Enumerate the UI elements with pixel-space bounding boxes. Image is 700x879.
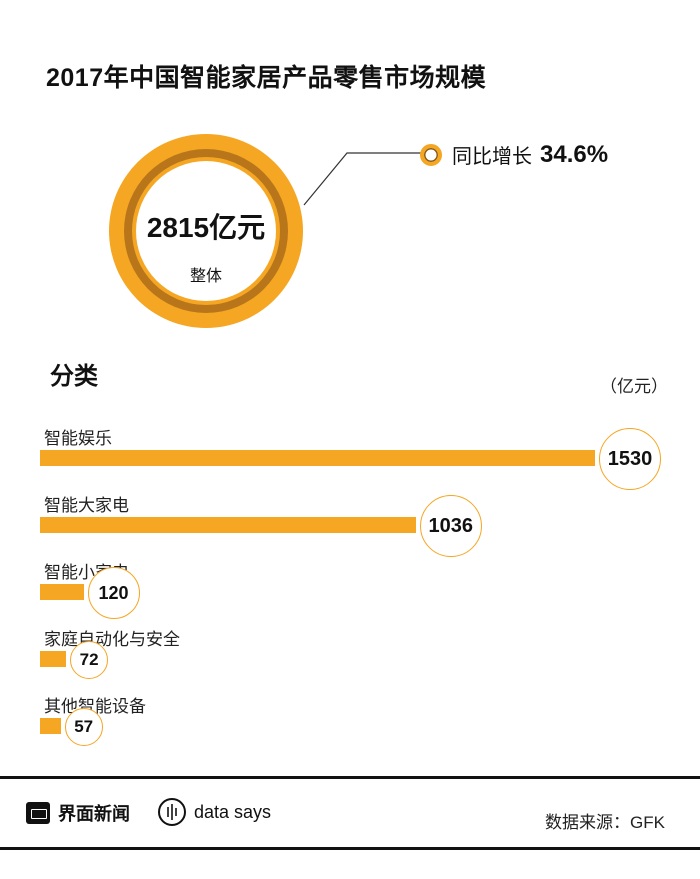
bar-category-label: 智能大家电	[44, 496, 129, 515]
bar-value-label: 1036	[419, 495, 482, 557]
data-says-logo: data says	[158, 798, 271, 826]
bar-value-label: 120	[87, 567, 140, 619]
bar	[40, 517, 416, 533]
callout-connector	[303, 152, 426, 206]
data-says-icon	[158, 798, 186, 826]
yoy-dot-icon	[420, 143, 442, 166]
bar-category-label: 家庭自动化与安全	[44, 630, 180, 649]
footer-divider-top	[0, 776, 700, 779]
yoy-callout: 同比增长 34.6%	[420, 140, 608, 169]
bar-category-label: 智能娱乐	[44, 429, 112, 448]
section-title: 分类	[50, 363, 98, 390]
brand-icon	[26, 802, 50, 824]
bar-value-label: 72	[70, 641, 109, 679]
bar	[40, 651, 67, 667]
brand-name: 界面新闻	[58, 804, 130, 824]
footer-divider-bottom	[0, 847, 700, 850]
total-donut-graphic	[109, 134, 303, 328]
bar	[40, 450, 595, 466]
chart-title: 2017年中国智能家居产品零售市场规模	[46, 64, 487, 92]
bar-value-label: 1530	[599, 428, 661, 490]
yoy-label: 同比增长	[452, 146, 532, 168]
data-says-text: data says	[194, 801, 272, 822]
total-donut	[106, 131, 306, 331]
total-value: 2815亿元	[146, 212, 266, 243]
bar	[40, 718, 61, 734]
brand-logo: 界面新闻	[26, 800, 130, 826]
bar	[40, 584, 84, 600]
unit-label: （亿元）	[600, 377, 668, 396]
data-source: 数据来源：GFK	[545, 813, 665, 832]
bar-value-label: 57	[64, 708, 103, 746]
bar-category-label: 其他智能设备	[44, 697, 146, 716]
yoy-value: 34.6%	[540, 140, 609, 168]
total-label: 整体	[189, 268, 222, 285]
